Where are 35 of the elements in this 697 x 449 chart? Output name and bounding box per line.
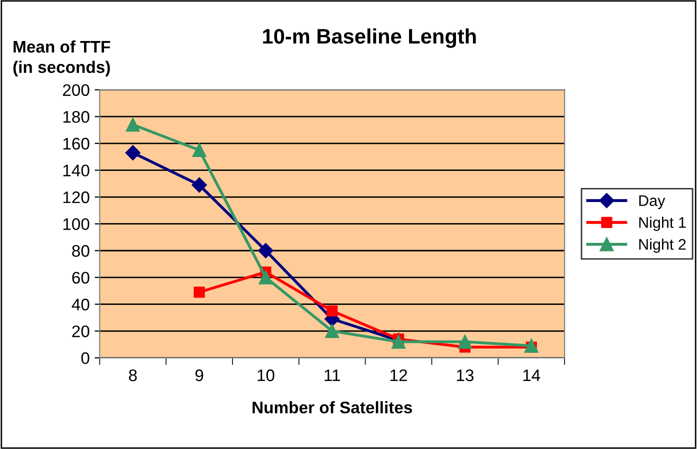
x-tick-label: 9	[195, 369, 204, 382]
x-tick-label: 8	[128, 369, 137, 382]
x-tick-label: 10	[258, 369, 274, 382]
x-tick-label: 12	[390, 369, 407, 382]
y-tick-label: 80	[72, 245, 90, 257]
y-tick-label: 100	[63, 218, 90, 230]
y-axis-title: Mean of TTF (in seconds)	[13, 40, 110, 76]
point	[458, 334, 472, 349]
y-tick-label: 60	[72, 272, 90, 284]
point	[258, 243, 274, 258]
chart-title: 10-m Baseline Length	[263, 28, 476, 48]
legend-label: Night 2	[639, 238, 686, 253]
y-tick-label: 160	[63, 138, 90, 150]
point	[192, 143, 206, 158]
point	[258, 270, 273, 284]
point	[325, 324, 340, 338]
x-axis-title: Number of Satellites	[252, 401, 412, 414]
x-tick-label: 13	[456, 369, 474, 382]
point	[126, 118, 140, 132]
legend-label: Day	[639, 195, 666, 210]
y-tick-label: 120	[63, 191, 90, 204]
y-tick-label: 180	[63, 111, 90, 123]
y-tick-label: 200	[62, 84, 90, 96]
point	[125, 145, 140, 160]
legend-label: Night 1	[639, 216, 686, 231]
y-tick-label: 20	[72, 325, 90, 338]
y-tick-label: 40	[72, 298, 90, 310]
point	[194, 286, 205, 298]
x-tick-label: 11	[324, 370, 340, 382]
y-tick-label: 140	[63, 164, 90, 176]
point	[192, 177, 207, 193]
point	[524, 338, 538, 353]
x-tick-label: 14	[523, 370, 540, 382]
point	[326, 305, 338, 316]
y-tick-label: 0	[81, 352, 90, 364]
